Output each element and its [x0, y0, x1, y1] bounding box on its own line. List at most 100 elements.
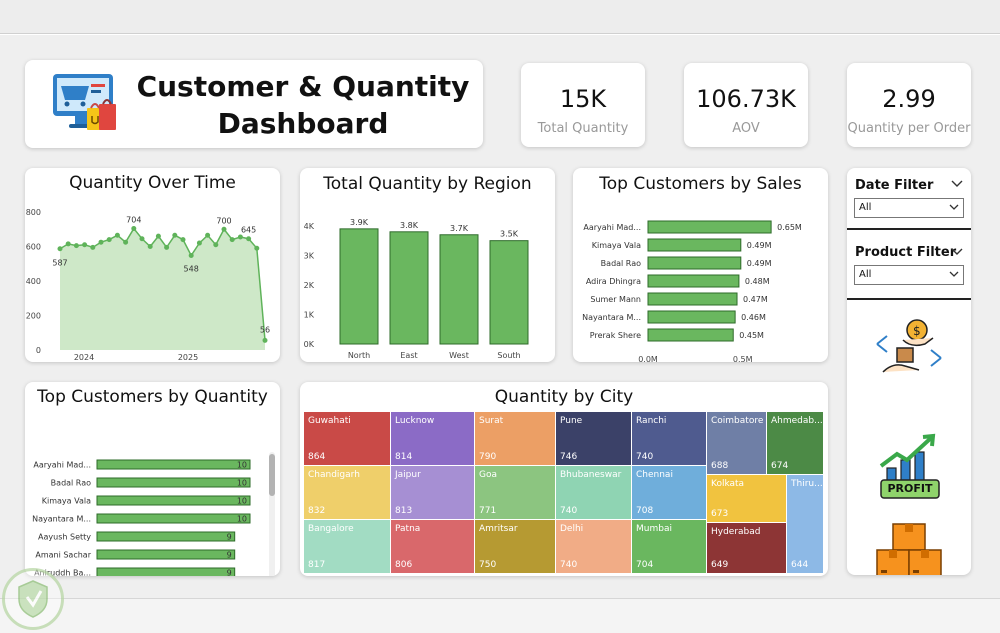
- scrollbar[interactable]: [269, 452, 275, 576]
- city-label: Patna: [395, 524, 421, 534]
- kpi-value: 15K: [559, 85, 607, 113]
- data-point: [262, 337, 268, 343]
- data-point: [114, 232, 120, 238]
- data-point: [164, 244, 170, 250]
- y-tick-label: 0K: [304, 340, 315, 349]
- bar: [647, 220, 772, 234]
- data-point: [98, 239, 104, 245]
- x-tick-label: 2024: [74, 353, 94, 362]
- chevron-down-icon[interactable]: [951, 248, 963, 256]
- treemap-cell[interactable]: Goa 771: [475, 466, 556, 520]
- bar: [389, 231, 429, 345]
- city-label: Kolkata: [711, 479, 745, 489]
- chart-title: Quantity by City: [494, 387, 634, 407]
- bar: [647, 328, 734, 342]
- bar: [647, 310, 736, 324]
- scrollbar-thumb[interactable]: [269, 454, 275, 496]
- city-value: 746: [560, 452, 578, 462]
- divider: [847, 298, 971, 300]
- category-label: Nayantara M...: [582, 313, 641, 322]
- bar: [647, 274, 740, 288]
- data-label: 3.8K: [400, 221, 419, 230]
- top-bar: [0, 0, 1000, 34]
- data-label: 704: [126, 216, 141, 225]
- city-value: 740: [560, 506, 578, 516]
- date-filter-dropdown[interactable]: All: [854, 198, 964, 218]
- data-label: 0.47M: [743, 295, 768, 304]
- data-point: [123, 239, 129, 245]
- data-point: [213, 242, 219, 248]
- treemap-cell[interactable]: Ahmedab... 674: [767, 412, 824, 475]
- y-tick-label: 1K: [304, 310, 315, 319]
- treemap-cell[interactable]: Patna 806: [391, 520, 475, 574]
- category-label: Aniruddh Ba...: [34, 569, 91, 577]
- data-point: [196, 240, 202, 246]
- city-label: Jaipur: [395, 470, 421, 480]
- treemap-cell[interactable]: Bhubaneswar 740: [556, 466, 632, 520]
- bar: [96, 531, 236, 542]
- treemap-cell[interactable]: Chandigarh 832: [304, 466, 391, 520]
- treemap-cell[interactable]: Amritsar 750: [475, 520, 556, 574]
- treemap-cell[interactable]: Coimbatore 688: [707, 412, 767, 475]
- city-value: 740: [560, 560, 578, 570]
- boxes-icon: [873, 520, 945, 575]
- kpi-card-aov: 106.73K AOV: [684, 63, 808, 147]
- data-label: 0.45M: [739, 331, 764, 340]
- kpi-card-quantity-per-order: 2.99 Quantity per Order: [847, 63, 971, 147]
- city-label: Ahmedab...: [771, 416, 823, 426]
- chart-title: Total Quantity by Region: [323, 174, 532, 194]
- treemap-cell[interactable]: Bangalore 817: [304, 520, 391, 574]
- treemap-cell[interactable]: Chennai 708: [632, 466, 707, 520]
- data-point: [139, 236, 145, 242]
- chevron-down-icon[interactable]: [951, 180, 963, 188]
- treemap-cell[interactable]: Thiru... 644: [787, 475, 824, 574]
- city-label: Bangalore: [308, 524, 354, 534]
- treemap-cell[interactable]: Kolkata 673: [707, 475, 787, 523]
- data-point: [246, 236, 252, 242]
- chart-card-quantity-by-region: Total Quantity by Region 0K 1K 2K 3K 4K 3.9K N…: [300, 168, 555, 362]
- bar: [439, 234, 479, 345]
- city-value: 814: [395, 452, 413, 462]
- treemap-cell[interactable]: Mumbai 704: [632, 520, 707, 574]
- dropdown-value: All: [859, 202, 872, 213]
- header-card: Customer & Quantity Dashboard: [25, 60, 483, 148]
- treemap-cell[interactable]: Hyderabad 649: [707, 523, 787, 574]
- city-label: Chennai: [636, 470, 673, 480]
- bar: [96, 459, 251, 470]
- treemap-cell[interactable]: Pune 746: [556, 412, 632, 466]
- treemap: Guwahati 864 Lucknow 814 Surat 790 Pune 746 Ranc…: [304, 412, 826, 574]
- category-label: Nayantara M...: [32, 515, 91, 524]
- city-value: 704: [636, 560, 654, 570]
- treemap-cell[interactable]: Lucknow 814: [391, 412, 475, 466]
- area-fill: [60, 228, 265, 350]
- treemap-cell[interactable]: Ranchi 740: [632, 412, 707, 466]
- svg-text:$: $: [913, 324, 921, 338]
- treemap-cell[interactable]: Jaipur 813: [391, 466, 475, 520]
- city-label: Thiru...: [791, 479, 823, 489]
- data-label: 10: [237, 497, 247, 506]
- treemap-cell[interactable]: Delhi 740: [556, 520, 632, 574]
- treemap-cell[interactable]: Surat 790: [475, 412, 556, 466]
- city-value: 673: [711, 509, 729, 519]
- page-title-line1: Customer & Quantity: [136, 70, 470, 103]
- y-tick-label: 600: [26, 243, 41, 252]
- treemap-cell[interactable]: Guwahati 864: [304, 412, 391, 466]
- data-label: 0.46M: [741, 313, 766, 322]
- city-value: 674: [771, 461, 789, 471]
- profit-label: PROFIT: [887, 482, 933, 495]
- city-value: 790: [479, 452, 497, 462]
- data-point: [65, 241, 71, 247]
- product-filter-dropdown[interactable]: All: [854, 265, 964, 285]
- x-tick-label: 0.5M: [733, 355, 753, 362]
- chart-title: Top Customers by Quantity: [37, 387, 268, 407]
- data-label: 700: [216, 216, 231, 225]
- category-label: Badal Rao: [601, 259, 641, 268]
- city-value: 806: [395, 560, 413, 570]
- data-label: 56: [260, 325, 270, 334]
- data-point: [254, 245, 260, 251]
- category-label: Kimaya Vala: [592, 241, 641, 250]
- y-tick-label: 3K: [304, 251, 315, 260]
- dropdown-arrow-icon: [949, 271, 959, 277]
- city-value: 832: [308, 506, 326, 516]
- bar: [339, 228, 379, 345]
